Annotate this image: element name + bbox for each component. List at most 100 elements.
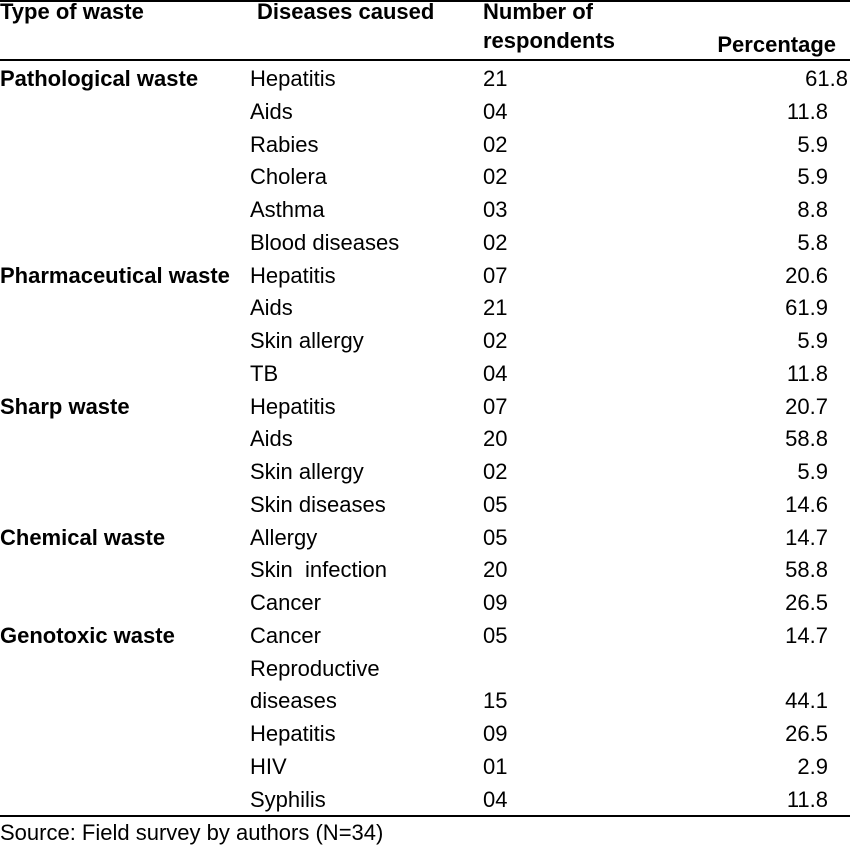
percentage-cell: 11.8: [786, 360, 828, 386]
table-row: Aids 20 58.8: [0, 423, 850, 456]
number-cell: 05: [483, 524, 508, 550]
disease-cell: Aids: [250, 98, 293, 124]
number-cell: 02: [483, 229, 508, 255]
table-row: Skin diseases 05 14.6: [0, 489, 850, 522]
table-row: Asthma 03 8.8: [0, 194, 850, 227]
disease-cell: Reproductive diseases: [250, 655, 380, 714]
disease-cell: Aids: [250, 426, 293, 452]
number-cell: 15: [483, 688, 508, 714]
type-cell: Genotoxic waste: [0, 622, 175, 648]
table-row: Reproductive diseases 15 44.1: [0, 653, 850, 719]
percentage-cell: 20.6: [785, 262, 828, 288]
table-row: TB 04 11.8: [0, 358, 850, 391]
number-cell: 07: [483, 262, 508, 288]
percentage-cell: 58.8: [785, 426, 828, 452]
table-row: Genotoxic waste Cancer 05 14.7: [0, 620, 850, 653]
disease-cell: Hepatitis: [250, 262, 336, 288]
table-row: Sharp waste Hepatitis 07 20.7: [0, 391, 850, 424]
table-row: Skin allergy 02 5.9: [0, 325, 850, 358]
number-cell: 04: [483, 98, 508, 124]
disease-cell: Asthma: [250, 197, 325, 222]
percentage-cell: 5.8: [797, 229, 828, 255]
type-cell: Pathological waste: [0, 66, 199, 91]
number-cell: 02: [483, 459, 508, 484]
header-number-line1: Number of: [483, 0, 593, 24]
number-cell: 04: [483, 786, 508, 812]
number-cell: 20: [483, 426, 508, 452]
percentage-cell: 5.9: [797, 459, 828, 484]
percentage-cell: 58.8: [785, 557, 828, 583]
number-cell: 02: [483, 131, 508, 157]
type-cell: Sharp waste: [0, 393, 130, 419]
header-number-line2: respondents: [483, 28, 616, 53]
number-cell: 05: [483, 491, 508, 517]
table-body: Pathological waste Hepatitis 21 61.8 Aid…: [0, 63, 850, 816]
number-cell: 02: [483, 328, 508, 353]
number-cell: 02: [483, 164, 508, 190]
table-row: Syphilis 04 11.8: [0, 784, 850, 817]
disease-cell: Skin diseases: [250, 491, 386, 517]
table-row: Aids 04 11.8: [0, 96, 850, 129]
percentage-cell: 44.1: [785, 688, 828, 714]
percentage-cell: 8.8: [797, 197, 828, 222]
number-cell: 03: [483, 197, 508, 222]
disease-cell: Cancer: [250, 590, 321, 615]
table-row: Blood diseases 02 5.8: [0, 227, 850, 260]
percentage-cell: 61.9: [785, 295, 828, 321]
source-note: Source: Field survey by authors (N=34): [0, 820, 384, 845]
percentage-cell: 14.7: [785, 524, 828, 550]
table-row: Aids 21 61.9: [0, 292, 850, 325]
bottom-rule: [0, 815, 850, 817]
disease-cell: Hepatitis: [250, 393, 336, 419]
number-cell: 21: [483, 66, 508, 91]
percentage-cell: 26.5: [785, 721, 828, 746]
number-cell: 09: [483, 590, 508, 615]
type-cell: Chemical waste: [0, 524, 166, 550]
disease-cell: Hepatitis: [250, 721, 336, 746]
number-cell: 04: [483, 360, 508, 386]
table-row: Pharmaceutical waste Hepatitis 07 20.6: [0, 260, 850, 293]
number-cell: 01: [483, 753, 508, 779]
table-row: Chemical waste Allergy 05 14.7: [0, 522, 850, 555]
percentage-cell: 5.9: [797, 131, 828, 157]
type-cell: Pharmaceutical waste: [0, 262, 230, 288]
disease-cell: Skin allergy: [250, 459, 364, 484]
header-number-of-respondents: Number of respondents: [483, 0, 615, 55]
disease-cell: TB: [250, 360, 279, 386]
table-row: HIV 01 2.9: [0, 751, 850, 784]
percentage-cell: 14.7: [785, 622, 828, 648]
disease-cell: Syphilis: [250, 786, 326, 812]
disease-cell: HIV: [250, 753, 287, 779]
percentage-cell: 2.9: [797, 753, 828, 779]
header-diseases-caused: Diseases caused: [257, 0, 435, 24]
disease-cell: Cholera: [250, 164, 328, 190]
number-cell: 20: [483, 557, 508, 583]
percentage-cell: 5.9: [797, 164, 828, 190]
disease-cell: Cancer: [250, 622, 321, 648]
disease-cell: Skin infection: [250, 557, 387, 583]
header-percentage: Percentage: [717, 32, 836, 57]
disease-cell: Blood diseases: [250, 229, 400, 255]
percentage-cell: 20.7: [785, 393, 828, 419]
header-type-of-waste: Type of waste: [0, 0, 144, 24]
disease-cell: Aids: [250, 295, 293, 321]
table-row: Rabies 02 5.9: [0, 129, 850, 162]
number-cell: 07: [483, 393, 508, 419]
number-cell: 09: [483, 721, 508, 746]
percentage-cell: 26.5: [785, 590, 828, 615]
disease-cell: Hepatitis: [250, 66, 336, 91]
percentage-cell: 5.9: [797, 328, 828, 353]
table-row: Skin allergy 02 5.9: [0, 456, 850, 489]
percentage-cell: 11.8: [786, 786, 828, 812]
percentage-cell: 61.8: [805, 66, 848, 91]
disease-cell: Rabies: [250, 131, 319, 157]
number-cell: 21: [483, 295, 508, 321]
table-row: Cancer 09 26.5: [0, 587, 850, 620]
table-row: Cholera 02 5.9: [0, 161, 850, 194]
percentage-cell: 14.6: [785, 491, 828, 517]
table-row: Skin infection 20 58.8: [0, 554, 850, 587]
percentage-cell: 11.8: [786, 98, 828, 124]
disease-cell: Allergy: [250, 524, 318, 550]
table-row: Pathological waste Hepatitis 21 61.8: [0, 63, 850, 96]
